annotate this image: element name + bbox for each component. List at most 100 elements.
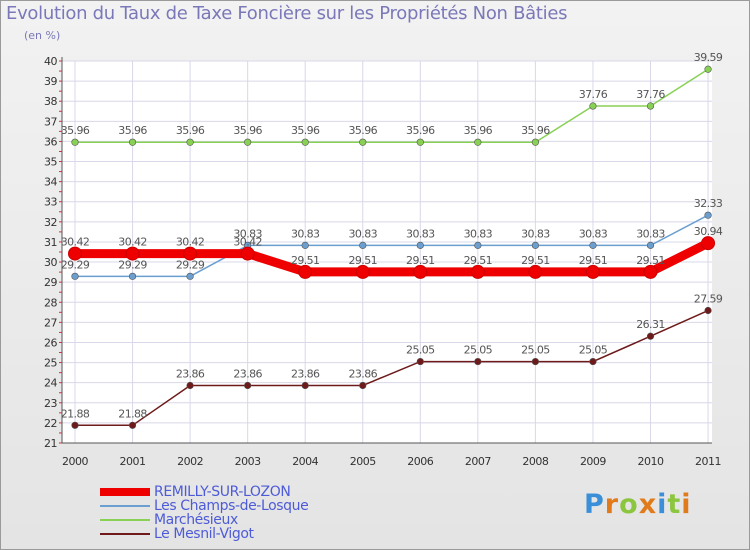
data-point: [186, 272, 194, 280]
data-point: [240, 246, 255, 261]
data-point: [646, 332, 655, 340]
data-label: 21.88: [61, 407, 90, 420]
x-tick-label: 2010: [638, 455, 664, 468]
data-point: [71, 272, 79, 280]
data-point: [301, 241, 309, 249]
data-label: 35.96: [291, 124, 320, 137]
data-label: 30.42: [61, 236, 90, 249]
data-point: [355, 264, 370, 279]
data-label: 30.83: [521, 227, 550, 240]
data-label: 35.96: [406, 124, 435, 137]
data-point: [128, 421, 137, 429]
y-tick-label: 22: [44, 417, 57, 430]
data-point: [413, 264, 428, 279]
data-point: [301, 138, 309, 146]
data-point: [531, 138, 540, 146]
data-label: 30.83: [291, 227, 320, 240]
data-label: 29.51: [521, 254, 550, 267]
y-tick-label: 33: [44, 196, 57, 209]
x-tick-label: 2011: [695, 455, 721, 468]
data-label: 35.96: [349, 124, 378, 137]
data-label: 25.05: [521, 344, 550, 357]
legend-swatch: [100, 533, 150, 535]
data-label: 39.59: [694, 51, 723, 64]
y-tick-label: 29: [44, 276, 57, 289]
data-point: [244, 138, 252, 146]
data-label: 35.96: [521, 124, 550, 137]
data-label: 26.31: [636, 318, 665, 331]
data-point: [470, 264, 485, 279]
data-point: [589, 357, 597, 366]
data-point: [186, 138, 194, 146]
data-point: [704, 306, 712, 315]
y-tick-label: 31: [44, 236, 57, 249]
proxiti-logo[interactable]: Proxiti: [584, 489, 692, 520]
data-label: 29.51: [579, 254, 608, 267]
y-tick-label: 23: [44, 397, 57, 410]
data-label: 35.96: [464, 124, 493, 137]
data-point: [416, 357, 424, 366]
data-label: 30.42: [233, 236, 262, 249]
chart-title: Evolution du Taux de Taxe Foncière sur l…: [6, 3, 568, 24]
data-label: 30.94: [694, 225, 723, 238]
y-axis-unit-label: (en %): [24, 29, 61, 42]
x-tick-label: 2002: [177, 455, 203, 468]
logo-letter: x: [638, 489, 658, 520]
legend-label: Le Mesnil-Vigot: [154, 526, 254, 542]
x-tick-label: 2004: [292, 455, 318, 468]
data-point: [589, 241, 597, 249]
data-label: 25.05: [579, 344, 608, 357]
data-label: 29.29: [61, 258, 90, 271]
data-point: [186, 381, 194, 390]
y-tick-label: 36: [44, 135, 57, 148]
data-point: [183, 246, 198, 261]
y-tick-label: 27: [44, 316, 57, 329]
y-tick-label: 32: [44, 216, 57, 229]
data-label: 37.76: [579, 88, 608, 101]
y-tick-label: 34: [44, 176, 57, 189]
data-label: 21.88: [118, 407, 147, 420]
y-tick-label: 26: [44, 336, 57, 349]
data-label: 35.96: [61, 124, 90, 137]
data-label: 35.96: [176, 124, 205, 137]
data-label: 30.42: [176, 236, 205, 249]
data-label: 29.51: [406, 254, 435, 267]
logo-letter: i: [657, 489, 668, 520]
data-label: 29.29: [176, 258, 205, 271]
data-point: [128, 272, 137, 280]
data-point: [416, 241, 424, 249]
data-point: [528, 264, 543, 279]
logo-letter: t: [667, 489, 682, 520]
data-label: 35.96: [118, 124, 147, 137]
data-point: [359, 138, 367, 146]
series-line-3: [75, 309, 709, 427]
data-label: 29.51: [349, 254, 378, 267]
legend-swatch: [100, 519, 150, 521]
series-line-2: [75, 68, 709, 143]
y-tick-label: 40: [44, 55, 57, 68]
data-point: [585, 264, 600, 279]
data-point: [71, 138, 79, 146]
x-tick-label: 2007: [465, 455, 491, 468]
data-point: [301, 381, 309, 390]
data-point: [244, 381, 252, 390]
data-label: 27.59: [694, 293, 723, 306]
x-tick-label: 2001: [120, 455, 146, 468]
data-label: 30.83: [406, 227, 435, 240]
data-point: [71, 421, 79, 429]
data-point: [68, 246, 82, 261]
y-tick-label: 25: [44, 357, 57, 370]
data-point: [704, 211, 712, 219]
y-tick-label: 39: [44, 75, 57, 88]
data-point: [474, 357, 482, 366]
legend-label: Les Champs-de-Losque: [154, 498, 309, 514]
data-label: 23.86: [233, 367, 262, 380]
y-tick-label: 21: [44, 437, 57, 450]
logo-letter: o: [619, 489, 639, 520]
data-label: 23.86: [291, 367, 320, 380]
data-point: [646, 241, 655, 249]
y-tick-label: 30: [44, 256, 57, 269]
x-tick-label: 2005: [350, 455, 376, 468]
data-point: [531, 241, 540, 249]
